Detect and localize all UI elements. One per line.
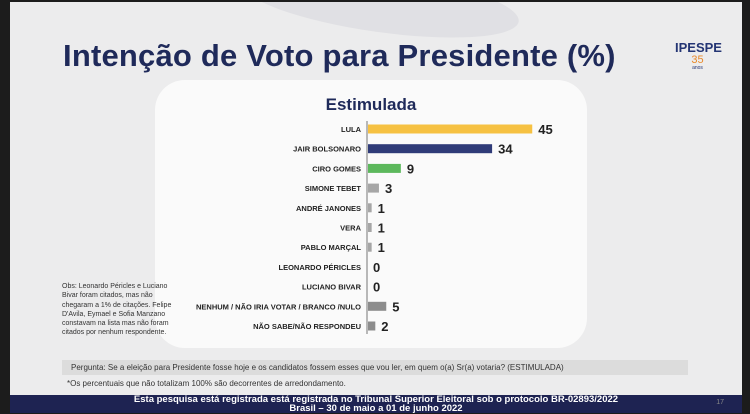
category-label: VERA <box>340 224 361 233</box>
bar <box>368 183 379 193</box>
value-label: 2 <box>381 319 388 334</box>
footer: Esta pesquisa está registrada está regis… <box>10 395 742 413</box>
category-label: SIMONE TEBET <box>305 184 362 193</box>
logo-suffix: anos <box>692 65 703 71</box>
question-text: Pergunta: Se a eleição para Presidente f… <box>62 360 688 375</box>
slide: Intenção de Voto para Presidente (%) IPE… <box>10 2 742 395</box>
footer-line2: Brasil – 30 de maio a 01 de junho 2022 <box>289 402 463 414</box>
chart-title: Estimulada <box>325 95 417 114</box>
category-label: PABLO MARÇAL <box>301 243 362 252</box>
bar <box>368 223 372 232</box>
bar <box>368 203 372 213</box>
category-label: LUCIANO BIVAR <box>302 283 362 292</box>
bar-chart: LULA 45 JAIR BOLSONARO 34 CIRO GOMES 9 SIMONE … <box>196 121 553 334</box>
category-label: ANDRÉ JANONES <box>296 204 361 213</box>
bar <box>368 321 376 331</box>
rounding-note: *Os percentuais que não totalizam 100% s… <box>67 379 346 388</box>
category-label: NENHUM / NÃO IRIA VOTAR / BRANCO /NULO <box>196 302 361 311</box>
bar <box>368 144 493 154</box>
category-label: LEONARDO PÉRICLES <box>278 263 361 272</box>
value-label: 5 <box>392 299 399 314</box>
value-label: 0 <box>373 260 380 275</box>
ipespe-logo: IPESPE 35 anos <box>675 24 722 74</box>
bar <box>368 242 372 252</box>
value-label: 3 <box>385 181 392 196</box>
footer-line1: Esta pesquisa está registrada está regis… <box>133 394 619 405</box>
logo-name: IPESPE <box>675 40 722 55</box>
value-label: 0 <box>373 280 380 295</box>
category-label: NÃO SABE/NÃO RESPONDEU <box>253 322 361 331</box>
category-label: CIRO GOMES <box>312 164 361 173</box>
bar <box>368 124 533 134</box>
category-label: LULA <box>341 125 362 134</box>
logo-years: 35 <box>691 54 704 66</box>
bar <box>368 163 401 173</box>
value-label: 1 <box>378 240 385 255</box>
value-label: 1 <box>378 221 385 236</box>
observation-note: Obs: Leonardo Péricles e Luciano Bivar f… <box>62 283 172 337</box>
value-label: 9 <box>407 161 414 176</box>
value-label: 1 <box>378 201 385 216</box>
value-label: 45 <box>538 122 552 137</box>
value-label: 34 <box>498 142 513 157</box>
category-label: JAIR BOLSONARO <box>293 145 361 154</box>
page-number: 17 <box>716 399 724 406</box>
bar <box>368 301 387 311</box>
page-title: Intenção de Voto para Presidente (%) <box>63 38 616 73</box>
